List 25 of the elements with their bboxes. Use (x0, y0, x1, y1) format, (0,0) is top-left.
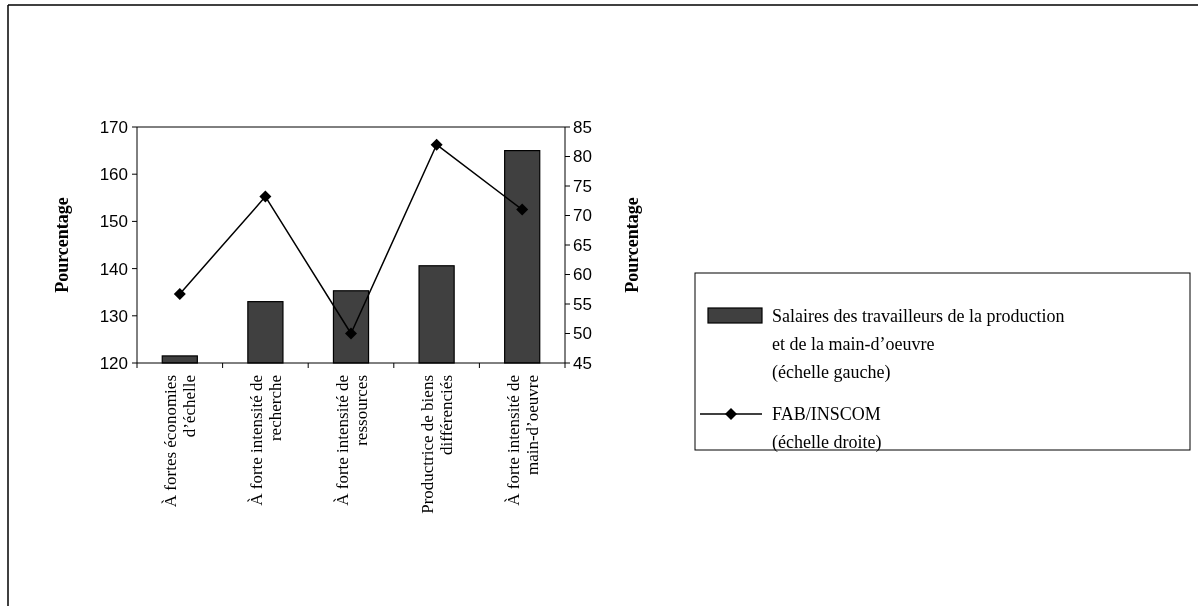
point (345, 327, 357, 340)
legend-label: FAB/INSCOM (échelle droite) (772, 404, 882, 453)
y-tick-label: 170 (99, 117, 128, 137)
y-axis-title: Pourcentage (52, 197, 72, 293)
y2-tick-label: 55 (573, 294, 592, 314)
legend-label: Salaires des travailleurs de la production et de la main-d’oeuvre (échelle gauche) (772, 306, 1065, 383)
y2-tick-label: 45 (573, 353, 592, 373)
point (259, 190, 272, 203)
x-tick-label: À fortes économies d’échelle (161, 375, 200, 508)
y-tick-label: 140 (99, 259, 128, 279)
y2-tick-label: 75 (573, 176, 592, 196)
y-tick-label: 120 (99, 353, 128, 373)
y2-tick-label: 65 (573, 235, 592, 255)
y2-axis-title: Pourcentage (622, 197, 642, 293)
y2-tick-label: 50 (573, 324, 592, 344)
y-tick-label: 150 (99, 212, 128, 232)
y-tick-label: 130 (99, 306, 128, 326)
point (430, 138, 443, 151)
point (173, 287, 186, 300)
y2-tick-label: 85 (573, 117, 592, 137)
y2-tick-label: 60 (573, 265, 592, 285)
y-tick-label: 160 (99, 165, 128, 185)
y2-tick-label: 80 (573, 147, 592, 167)
y2-tick-label: 70 (573, 206, 592, 226)
point (516, 203, 529, 216)
